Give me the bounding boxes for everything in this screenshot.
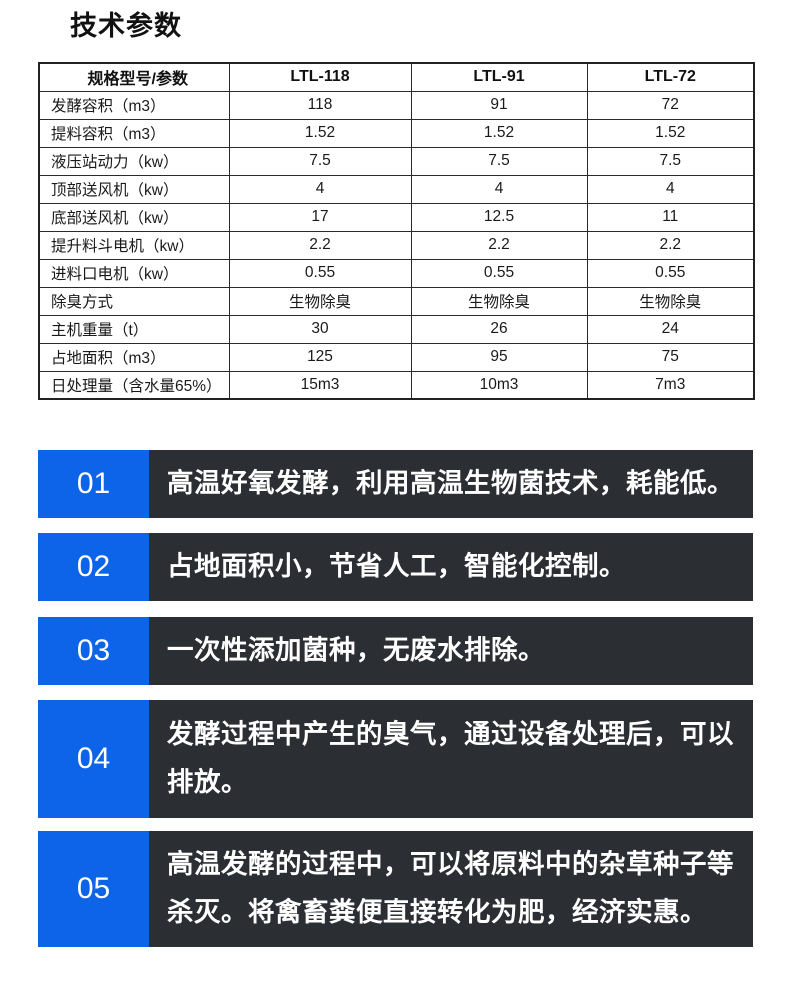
spec-value-cell: 12.5 <box>410 202 588 232</box>
table-row: 提升料斗电机（kw） 2.2 2.2 2.2 <box>38 230 755 260</box>
spec-label-cell: 除臭方式 <box>38 286 230 316</box>
feature-number-badge: 02 <box>38 533 149 601</box>
spec-value-cell: 0.55 <box>410 258 588 288</box>
spec-value-cell: 26 <box>410 314 588 344</box>
table-row: 提料容积（m3） 1.52 1.52 1.52 <box>38 118 755 148</box>
header-cell-parameter: 规格型号/参数 <box>38 62 230 92</box>
feature-item-04: 04 发酵过程中产生的臭气，通过设备处理后，可以排放。 <box>38 700 753 818</box>
spec-value-cell: 7.5 <box>586 146 755 176</box>
spec-value-cell: 30 <box>228 314 412 344</box>
spec-value-cell: 1.52 <box>586 118 755 148</box>
table-header-row: 规格型号/参数 LTL-118 LTL-91 LTL-72 <box>38 62 755 92</box>
feature-item-02: 02 占地面积小，节省人工，智能化控制。 <box>38 533 753 601</box>
spec-value-cell: 118 <box>228 90 412 120</box>
spec-table: 规格型号/参数 LTL-118 LTL-91 LTL-72 发酵容积（m3） 1… <box>38 62 755 400</box>
spec-value-cell: 4 <box>228 174 412 204</box>
spec-label-cell: 占地面积（m3） <box>38 342 230 372</box>
spec-value-cell: 11 <box>586 202 755 232</box>
table-row: 发酵容积（m3） 118 91 72 <box>38 90 755 120</box>
spec-value-cell: 7.5 <box>410 146 588 176</box>
table-row: 液压站动力（kw） 7.5 7.5 7.5 <box>38 146 755 176</box>
feature-text: 高温好氧发酵，利用高温生物菌技术，耗能低。 <box>149 450 753 518</box>
spec-label-cell: 底部送风机（kw） <box>38 202 230 232</box>
table-row: 底部送风机（kw） 17 12.5 11 <box>38 202 755 232</box>
feature-item-01: 01 高温好氧发酵，利用高温生物菌技术，耗能低。 <box>38 450 753 518</box>
spec-value-cell: 生物除臭 <box>586 286 755 316</box>
spec-value-cell: 7m3 <box>586 370 755 400</box>
feature-item-03: 03 一次性添加菌种，无废水排除。 <box>38 617 753 685</box>
feature-item-05: 05 高温发酵的过程中，可以将原料中的杂草种子等杀灭。将禽畜粪便直接转化为肥，经… <box>38 831 753 947</box>
spec-value-cell: 2.2 <box>586 230 755 260</box>
spec-value-cell: 4 <box>586 174 755 204</box>
spec-value-cell: 0.55 <box>228 258 412 288</box>
spec-label-cell: 主机重量（t） <box>38 314 230 344</box>
feature-text: 发酵过程中产生的臭气，通过设备处理后，可以排放。 <box>149 700 753 818</box>
spec-value-cell: 91 <box>410 90 588 120</box>
table-row: 主机重量（t） 30 26 24 <box>38 314 755 344</box>
header-cell-model-ltl118: LTL-118 <box>228 62 412 92</box>
spec-value-cell: 72 <box>586 90 755 120</box>
spec-value-cell: 125 <box>228 342 412 372</box>
header-cell-model-ltl91: LTL-91 <box>410 62 588 92</box>
spec-value-cell: 1.52 <box>228 118 412 148</box>
header-cell-model-ltl72: LTL-72 <box>586 62 755 92</box>
spec-value-cell: 95 <box>410 342 588 372</box>
spec-label-cell: 日处理量（含水量65%） <box>38 370 230 400</box>
spec-label-cell: 提升料斗电机（kw） <box>38 230 230 260</box>
spec-value-cell: 生物除臭 <box>410 286 588 316</box>
feature-number-badge: 03 <box>38 617 149 685</box>
table-row: 顶部送风机（kw） 4 4 4 <box>38 174 755 204</box>
spec-label-cell: 提料容积（m3） <box>38 118 230 148</box>
table-row: 除臭方式 生物除臭 生物除臭 生物除臭 <box>38 286 755 316</box>
feature-number-badge: 05 <box>38 831 149 947</box>
spec-label-cell: 顶部送风机（kw） <box>38 174 230 204</box>
feature-text: 一次性添加菌种，无废水排除。 <box>149 617 753 685</box>
table-row: 占地面积（m3） 125 95 75 <box>38 342 755 372</box>
spec-value-cell: 4 <box>410 174 588 204</box>
spec-value-cell: 1.52 <box>410 118 588 148</box>
table-row: 日处理量（含水量65%） 15m3 10m3 7m3 <box>38 370 755 400</box>
spec-value-cell: 15m3 <box>228 370 412 400</box>
spec-value-cell: 2.2 <box>410 230 588 260</box>
spec-value-cell: 0.55 <box>586 258 755 288</box>
spec-value-cell: 2.2 <box>228 230 412 260</box>
spec-value-cell: 17 <box>228 202 412 232</box>
spec-value-cell: 7.5 <box>228 146 412 176</box>
feature-number-badge: 04 <box>38 700 149 818</box>
spec-label-cell: 进料口电机（kw） <box>38 258 230 288</box>
spec-value-cell: 24 <box>586 314 755 344</box>
spec-value-cell: 10m3 <box>410 370 588 400</box>
spec-value-cell: 75 <box>586 342 755 372</box>
spec-label-cell: 发酵容积（m3） <box>38 90 230 120</box>
table-row: 进料口电机（kw） 0.55 0.55 0.55 <box>38 258 755 288</box>
feature-number-badge: 01 <box>38 450 149 518</box>
page-title: 技术参数 <box>70 11 182 41</box>
spec-value-cell: 生物除臭 <box>228 286 412 316</box>
spec-label-cell: 液压站动力（kw） <box>38 146 230 176</box>
feature-text: 高温发酵的过程中，可以将原料中的杂草种子等杀灭。将禽畜粪便直接转化为肥，经济实惠… <box>149 831 753 947</box>
feature-text: 占地面积小，节省人工，智能化控制。 <box>149 533 753 601</box>
